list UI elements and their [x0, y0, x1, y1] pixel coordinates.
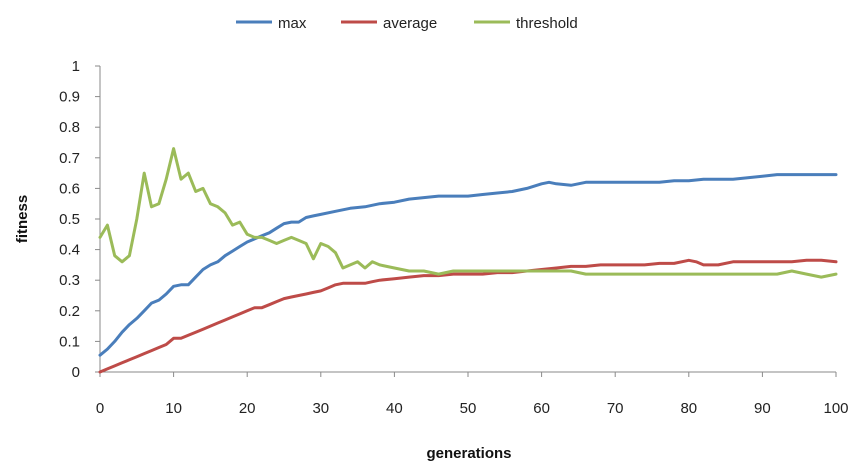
x-tick-label: 10 [165, 400, 182, 417]
y-tick-label: 0.1 [59, 333, 80, 350]
x-tick-label: 0 [96, 400, 104, 417]
series-line-average [98, 258, 838, 374]
series-line-threshold [98, 147, 838, 279]
x-tick-label: 20 [239, 400, 256, 417]
legend-label-max: max [278, 15, 307, 32]
x-tick-label: 90 [754, 400, 771, 417]
x-tick-label: 50 [460, 400, 477, 417]
series-layer [98, 147, 838, 374]
y-tick-label: 0.6 [59, 180, 80, 197]
y-tick-label: 0 [72, 364, 80, 381]
y-tick-label: 0.3 [59, 272, 80, 289]
x-axis-title: generations [426, 445, 511, 462]
y-tick-label: 0.8 [59, 119, 80, 136]
x-tick-label: 80 [680, 400, 697, 417]
y-tick-label: 1 [72, 58, 80, 75]
y-tick-label: 0.2 [59, 303, 80, 320]
y-axis-title: fitness [14, 195, 31, 243]
x-tick-label: 100 [823, 400, 848, 417]
series-line-max [98, 173, 838, 357]
x-tick-label: 70 [607, 400, 624, 417]
y-tick-label: 0.5 [59, 211, 80, 228]
y-axis-ticks: 0 0.1 0.2 0.3 0.4 0.5 0.6 0.7 0.8 0.9 1 [59, 58, 100, 381]
y-tick-label: 0.7 [59, 150, 80, 167]
x-tick-label: 40 [386, 400, 403, 417]
legend-label-threshold: threshold [516, 15, 578, 32]
axes [99, 66, 836, 373]
x-axis-ticks: 0 10 20 30 40 50 60 70 80 90 100 [96, 372, 849, 417]
y-tick-label: 0.9 [59, 89, 80, 106]
legend-label-average: average [383, 15, 437, 32]
y-tick-label: 0.4 [59, 242, 80, 259]
x-tick-label: 60 [533, 400, 550, 417]
x-tick-label: 30 [312, 400, 329, 417]
legend: max average threshold [236, 15, 578, 32]
